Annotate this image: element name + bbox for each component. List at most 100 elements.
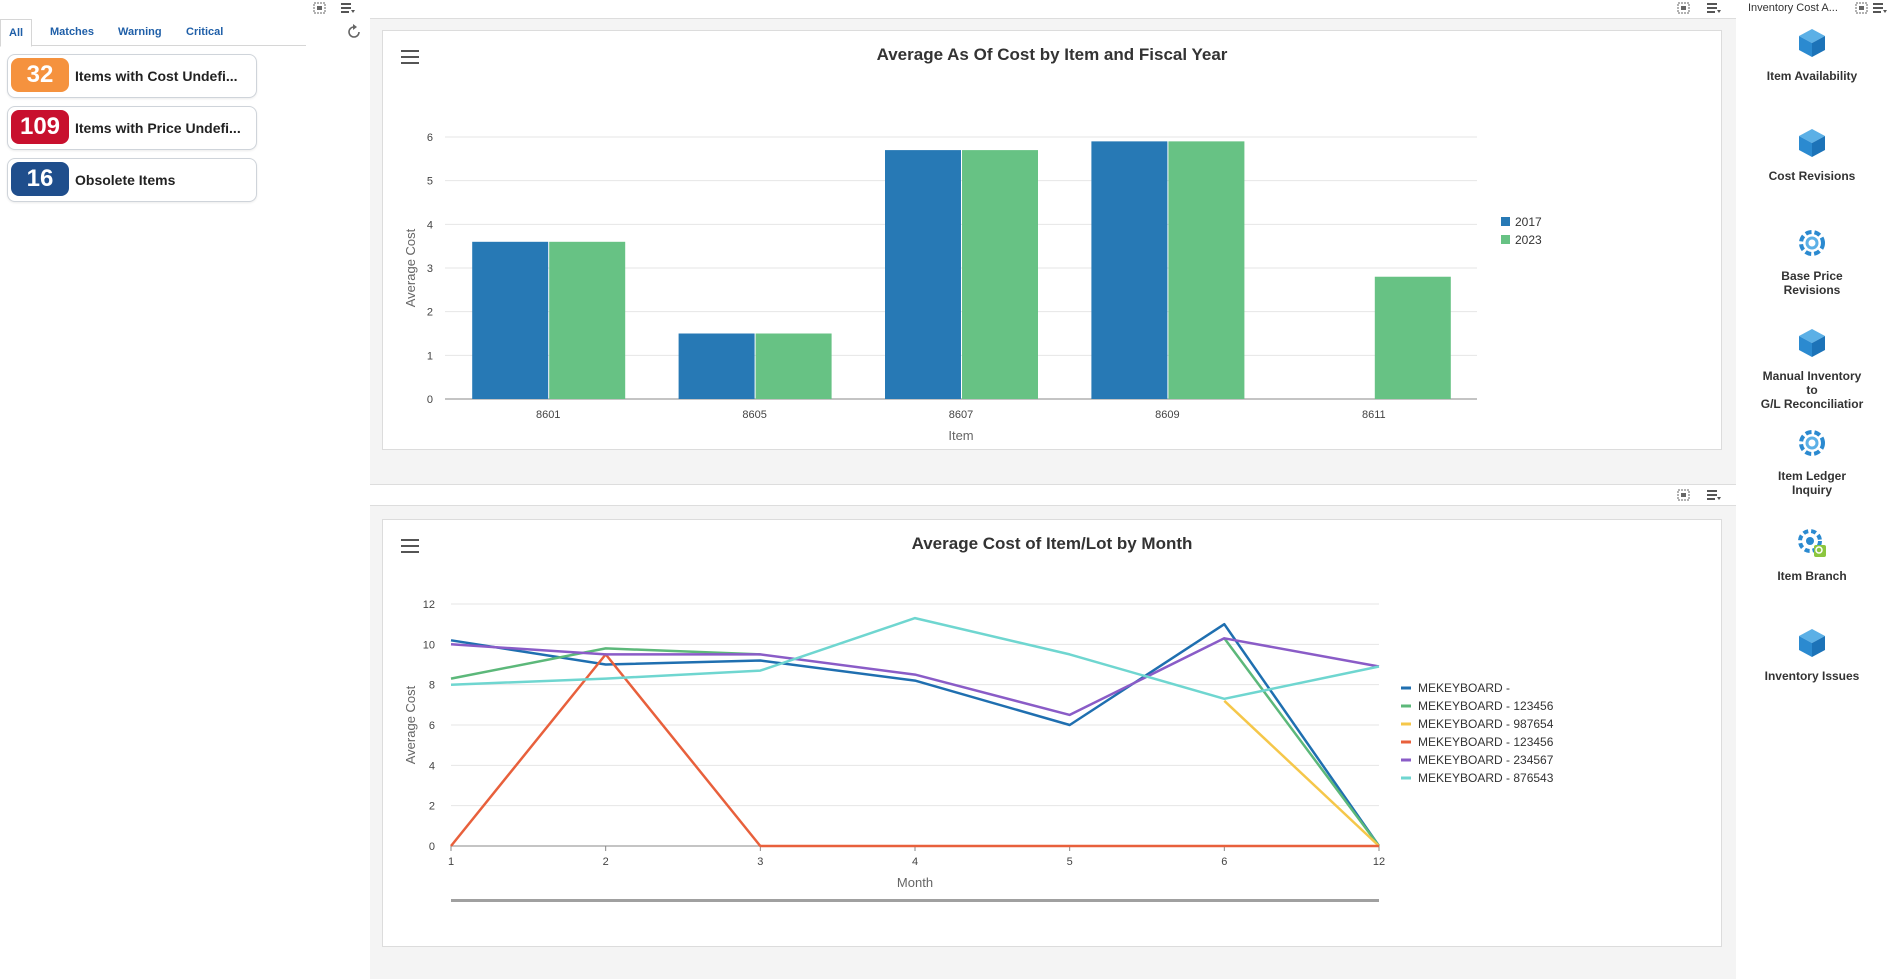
y-tick-label: 2 xyxy=(427,307,433,319)
gear-icon xyxy=(1799,430,1825,456)
app-tile[interactable]: Item Availability xyxy=(1756,26,1868,83)
gear-search-icon xyxy=(1798,529,1826,557)
chart2-menu-icon[interactable] xyxy=(401,539,419,553)
chart1-title: Average As Of Cost by Item and Fiscal Ye… xyxy=(876,45,1228,64)
app-label: Cost Revisions xyxy=(1768,169,1856,183)
y-axis-label: Average Cost xyxy=(403,228,418,307)
tab-warning[interactable]: Warning xyxy=(118,26,162,38)
x-tick-label: 8609 xyxy=(1155,409,1179,421)
chart2-card: Average Cost of Item/Lot by Month 0 2 4 6 8 1… xyxy=(382,519,1722,947)
legend-label[interactable]: MEKEYBOARD - xyxy=(1418,681,1510,695)
app-tile[interactable]: Cost Revisions xyxy=(1756,126,1868,183)
y-tick-label: 3 xyxy=(427,263,433,275)
app-label: Manual Inventory to G/L Reconciliatior xyxy=(1760,369,1864,411)
bar[interactable] xyxy=(549,241,626,399)
menu-options-icon[interactable] xyxy=(340,1,356,15)
bar[interactable] xyxy=(962,150,1038,399)
menu-options-icon[interactable] xyxy=(1872,1,1888,15)
kpi-count-badge: 32 xyxy=(11,58,69,92)
bar[interactable] xyxy=(755,333,832,400)
x-tick-label: 3 xyxy=(757,856,763,868)
app-tile[interactable]: Inventory Issues xyxy=(1756,626,1868,683)
kpi-cost-undefined[interactable]: 32 Items with Cost Undefi... xyxy=(7,54,257,98)
x-tick-label: 8607 xyxy=(949,409,973,421)
y-tick-label: 1 xyxy=(427,350,433,362)
tab-critical[interactable]: Critical xyxy=(186,26,224,38)
refresh-icon[interactable] xyxy=(346,24,362,40)
charts-area: Average As Of Cost by Item and Fiscal Ye… xyxy=(370,0,1736,979)
legend-label[interactable]: MEKEYBOARD - 123456 xyxy=(1418,699,1554,713)
chart1-menu-icon[interactable] xyxy=(401,50,419,64)
chart2-title: Average Cost of Item/Lot by Month xyxy=(911,534,1193,553)
bar[interactable] xyxy=(1168,141,1245,399)
y-tick-label: 6 xyxy=(427,132,433,144)
legend-label[interactable]: MEKEYBOARD - 876543 xyxy=(1418,771,1554,785)
legend-swatch xyxy=(1501,235,1510,244)
chart1-toolbar xyxy=(370,0,1736,19)
series-line[interactable] xyxy=(450,637,1380,717)
x-tick-label: 12 xyxy=(1373,856,1385,868)
bar[interactable] xyxy=(1091,141,1168,399)
legend-swatch xyxy=(1501,217,1510,226)
springboard-title: Inventory Cost A... xyxy=(1748,2,1838,14)
cube-icon xyxy=(1799,129,1825,157)
kpi-price-undefined[interactable]: 109 Items with Price Undefi... xyxy=(7,106,257,150)
y-tick-label: 2 xyxy=(429,801,435,813)
x-tick-label: 2 xyxy=(603,856,609,868)
maximize-icon[interactable] xyxy=(312,1,328,15)
app-tile[interactable]: Item Ledger Inquiry xyxy=(1756,426,1868,497)
tab-all[interactable]: All xyxy=(0,19,33,47)
y-tick-label: 0 xyxy=(429,841,435,853)
series-line[interactable] xyxy=(450,637,1381,847)
series-line[interactable] xyxy=(450,616,1380,701)
y-tick-label: 12 xyxy=(423,599,435,611)
tab-matches[interactable]: Matches xyxy=(50,26,95,38)
kpi-count-badge: 16 xyxy=(11,162,69,196)
maximize-icon[interactable] xyxy=(1676,488,1692,502)
bar[interactable] xyxy=(678,333,755,400)
bar[interactable] xyxy=(472,241,549,399)
maximize-icon[interactable] xyxy=(1676,1,1692,15)
y-axis-label: Average Cost xyxy=(403,685,418,764)
app-tile[interactable]: Manual Inventory to G/L Reconciliatior xyxy=(1756,326,1868,411)
cube-icon xyxy=(1799,329,1825,357)
kpi-obsolete-items[interactable]: 16 Obsolete Items xyxy=(7,158,257,202)
legend-label[interactable]: MEKEYBOARD - 123456 xyxy=(1418,735,1554,749)
watchlist-tabs: All Matches Warning Critical xyxy=(0,19,360,47)
menu-options-icon[interactable] xyxy=(1706,488,1722,502)
maximize-icon[interactable] xyxy=(1854,1,1870,15)
series-line[interactable] xyxy=(1223,699,1380,847)
kpi-label: Items with Cost Undefi... xyxy=(75,68,238,84)
app-tile[interactable]: Item Branch xyxy=(1756,526,1868,583)
kpi-label: Obsolete Items xyxy=(75,172,176,188)
y-tick-label: 6 xyxy=(429,720,435,732)
range-scrollbar[interactable] xyxy=(451,899,1379,902)
x-tick-label: 1 xyxy=(448,856,454,868)
x-tick-label: 8601 xyxy=(536,409,560,421)
cube-icon xyxy=(1799,629,1825,657)
x-tick-label: 6 xyxy=(1221,856,1227,868)
chart1-plot: 0 1 2 3 4 5 6 8601 8605 8607 8609 8611 Item Average C… xyxy=(403,132,1542,441)
bar[interactable] xyxy=(885,150,961,399)
series-line[interactable] xyxy=(450,653,1379,848)
legend-label[interactable]: 2017 xyxy=(1515,215,1542,229)
legend-label[interactable]: 2023 xyxy=(1515,233,1542,247)
app-label: Item Ledger Inquiry xyxy=(1777,469,1846,497)
app-label: Item Availability xyxy=(1766,69,1858,83)
bar[interactable] xyxy=(1374,276,1451,399)
legend-label[interactable]: MEKEYBOARD - 234567 xyxy=(1418,753,1554,767)
y-tick-label: 10 xyxy=(423,639,435,651)
series-line[interactable] xyxy=(450,622,1381,847)
x-tick-label: 4 xyxy=(912,856,918,868)
chart2-toolbar xyxy=(370,484,1736,506)
legend-label[interactable]: MEKEYBOARD - 987654 xyxy=(1418,717,1554,731)
kpi-count-badge: 109 xyxy=(11,110,69,144)
x-tick-label: 5 xyxy=(1067,856,1073,868)
app-tile[interactable]: Base Price Revisions xyxy=(1756,226,1868,297)
gear-icon xyxy=(1799,230,1825,256)
menu-options-icon[interactable] xyxy=(1706,1,1722,15)
app-label: Inventory Issues xyxy=(1764,669,1860,683)
x-tick-label: 8611 xyxy=(1362,409,1386,421)
y-tick-label: 0 xyxy=(427,394,433,406)
x-axis-label: Month xyxy=(897,875,933,890)
